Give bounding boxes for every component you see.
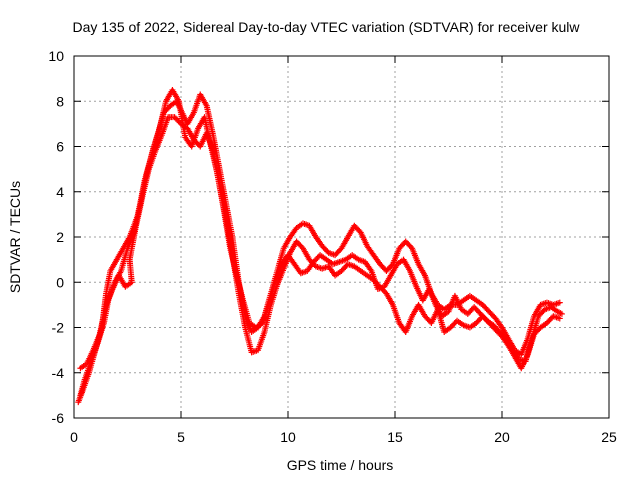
series-track-a — [75, 91, 563, 406]
x-tick-label: 15 — [387, 429, 403, 445]
x-axis-label: GPS time / hours — [287, 457, 394, 473]
y-tick-label: -2 — [52, 320, 65, 336]
grid-lines — [74, 56, 609, 418]
x-tick-label: 5 — [177, 429, 185, 445]
x-tick-label: 0 — [70, 429, 78, 445]
data-point-marker — [407, 243, 414, 250]
data-point-marker — [556, 315, 563, 322]
y-tick-label: 8 — [56, 93, 64, 109]
data-point-marker — [356, 228, 363, 235]
axis-ticks: 0 5 10 15 20 25 -6 -4 -2 0 2 4 6 8 10 — [48, 48, 617, 445]
series-track-c — [77, 86, 565, 399]
y-tick-label: 0 — [56, 274, 64, 290]
x-tick-label: 25 — [601, 429, 617, 445]
y-tick-label: 4 — [56, 184, 64, 200]
y-tick-label: -6 — [52, 410, 65, 426]
y-tick-label: 10 — [48, 48, 64, 64]
y-tick-label: 2 — [56, 229, 64, 245]
y-tick-label: -4 — [52, 365, 65, 381]
data-points — [75, 86, 565, 406]
chart-title: Day 135 of 2022, Sidereal Day-to-day VTE… — [72, 19, 580, 35]
y-tick-label: 6 — [56, 139, 64, 155]
y-axis-label: SDTVAR / TECUs — [7, 181, 23, 293]
x-tick-label: 10 — [280, 429, 296, 445]
data-point-marker — [558, 310, 565, 317]
x-tick-label: 20 — [494, 429, 510, 445]
data-point-marker — [556, 299, 563, 306]
